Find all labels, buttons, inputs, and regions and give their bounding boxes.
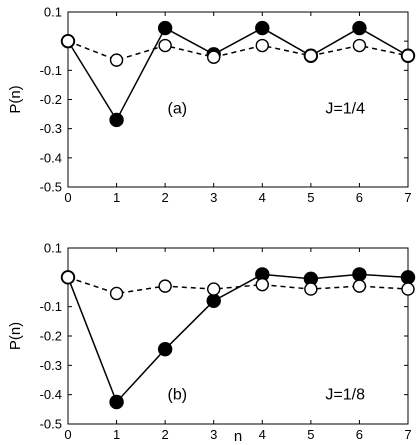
panel-a: 0 1 2 3 4 5 6 7 0.1 -0.1 -0.2 -0.3 -0.4 -0.5 P(n) (a) J=… — [7, 5, 416, 205]
x-tick-label: 0 — [64, 427, 71, 442]
x-tick-label: 7 — [404, 427, 411, 442]
data-point-open — [255, 277, 269, 292]
annotation: J=1/8 — [325, 387, 365, 404]
data-point-open — [158, 279, 172, 293]
panel-label: (b) — [168, 387, 188, 404]
data-point-open — [109, 286, 124, 301]
y-tick-label: -0.2 — [40, 329, 62, 344]
x-tick-label: 2 — [162, 427, 169, 442]
x-tick-label: 0 — [64, 190, 71, 205]
y-axis-label: P(n) — [7, 322, 24, 350]
y-tick-label: -0.4 — [40, 150, 62, 165]
data-point-filled — [157, 342, 173, 357]
y-tick-label: -0.5 — [40, 417, 62, 432]
data-point-filled — [206, 293, 221, 308]
data-point-filled — [109, 394, 124, 410]
x-axis-label: n — [234, 428, 242, 445]
data-point-open — [158, 38, 172, 53]
data-point-open — [304, 49, 318, 63]
y-tick-label: -0.1 — [40, 63, 62, 78]
series-line-dashed — [67, 276, 409, 295]
x-tick-label: 5 — [307, 427, 314, 442]
data-point-open — [352, 279, 367, 293]
data-point-filled — [157, 20, 173, 36]
data-point-open — [352, 38, 367, 53]
x-tick-label: 4 — [259, 427, 266, 442]
data-point-open — [304, 282, 318, 296]
x-tick-label: 3 — [210, 190, 217, 205]
y-tick-label: -0.2 — [40, 92, 62, 107]
series-line-solid — [67, 27, 409, 122]
y-tick-label: -0.4 — [40, 387, 62, 402]
x-tick-label: 1 — [113, 190, 120, 205]
data-point-open — [255, 38, 269, 53]
data-point-open — [61, 270, 75, 285]
data-point-open — [207, 282, 221, 296]
data-point-open — [207, 50, 221, 64]
y-tick-label: -0.5 — [40, 180, 62, 195]
y-tick-label: -0.1 — [40, 299, 62, 314]
y-tick-label: -0.3 — [40, 121, 62, 136]
x-tick-label: 2 — [162, 190, 169, 205]
data-point-filled — [352, 20, 367, 36]
annotation: J=1/4 — [325, 100, 365, 117]
x-tick-label: 4 — [259, 190, 266, 205]
x-tick-label: 6 — [356, 427, 363, 442]
data-point-filled — [352, 267, 367, 282]
y-axis-label: P(n) — [7, 85, 24, 113]
data-point-filled — [109, 112, 124, 128]
y-tick-label: 0.1 — [44, 5, 62, 20]
data-point-open — [61, 34, 75, 48]
panel-b: 0 1 2 3 4 5 6 7 0.1 -0.1 -0.2 -0.3 -0.4 -0.5 P(n) n (b) J… — [7, 241, 416, 445]
x-tick-label: 7 — [404, 190, 411, 205]
y-tick-label: 0.1 — [44, 241, 62, 256]
data-point-filled — [255, 20, 270, 36]
panel-label: (a) — [168, 100, 188, 117]
data-point-open — [401, 49, 415, 63]
x-tick-label: 5 — [307, 190, 314, 205]
x-tick-label: 3 — [210, 427, 217, 442]
data-point-filled — [400, 270, 416, 285]
data-point-open — [109, 53, 124, 67]
x-tick-label: 6 — [356, 190, 363, 205]
data-point-open — [401, 282, 415, 296]
y-tick-label: -0.3 — [40, 358, 62, 373]
x-tick-label: 1 — [113, 427, 120, 442]
